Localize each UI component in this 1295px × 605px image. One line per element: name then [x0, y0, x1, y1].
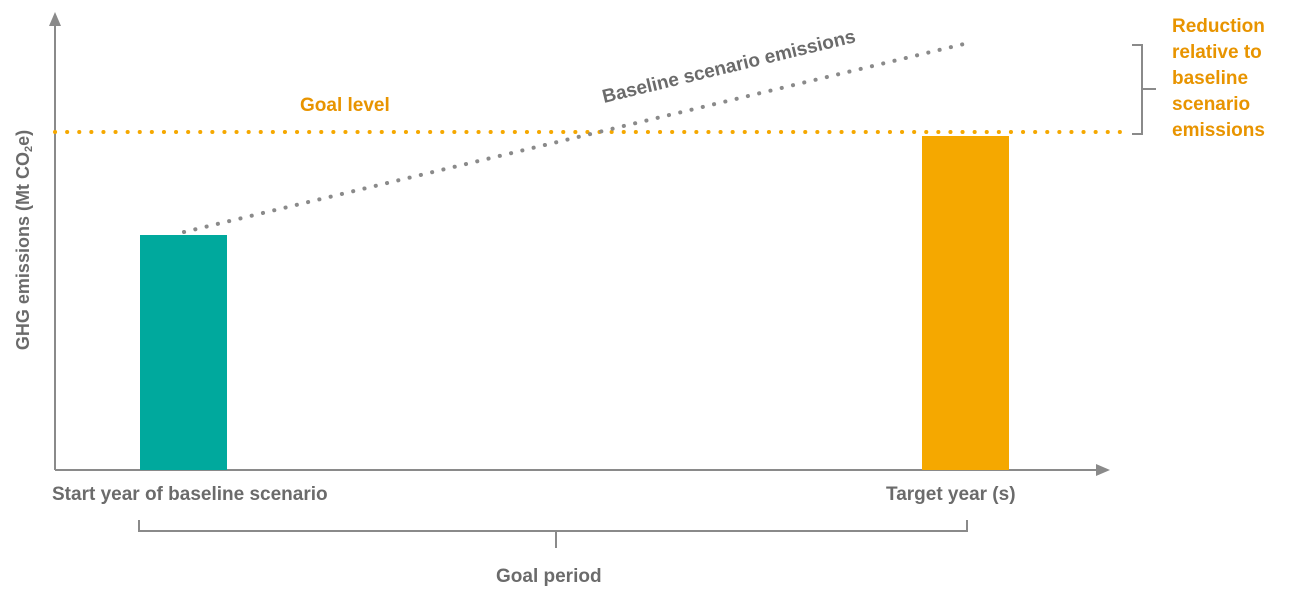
reduction-label-line: scenario [1172, 94, 1251, 115]
reduction-label-line: relative to [1172, 42, 1262, 63]
baseline-scenario-label: Baseline scenario emissions [600, 26, 857, 108]
reduction-bracket [1132, 44, 1156, 135]
x-axis-arrow [1096, 464, 1110, 476]
y-axis-label: GHG emissions (Mt CO2e) [13, 129, 35, 351]
reduction-label-line: baseline [1172, 68, 1249, 89]
reduction-label: Reduction relative to baseline scenario … [1172, 14, 1265, 144]
y-axis-label-wrap: GHG emissions (Mt CO2e) [4, 100, 44, 380]
reduction-label-line: Reduction [1172, 16, 1265, 37]
goal-period-label: Goal period [496, 566, 602, 587]
target-year-bar [922, 136, 1009, 470]
start-year-label: Start year of baseline scenario [52, 484, 328, 505]
goal-period-bracket [138, 520, 968, 548]
goal-level-label: Goal level [300, 95, 390, 116]
reduction-label-line: emissions [1172, 120, 1265, 141]
y-axis-arrow [49, 12, 61, 26]
start-year-bar [140, 235, 227, 470]
target-year-label: Target year (s) [886, 484, 1016, 505]
baseline-scenario-line [182, 41, 970, 234]
